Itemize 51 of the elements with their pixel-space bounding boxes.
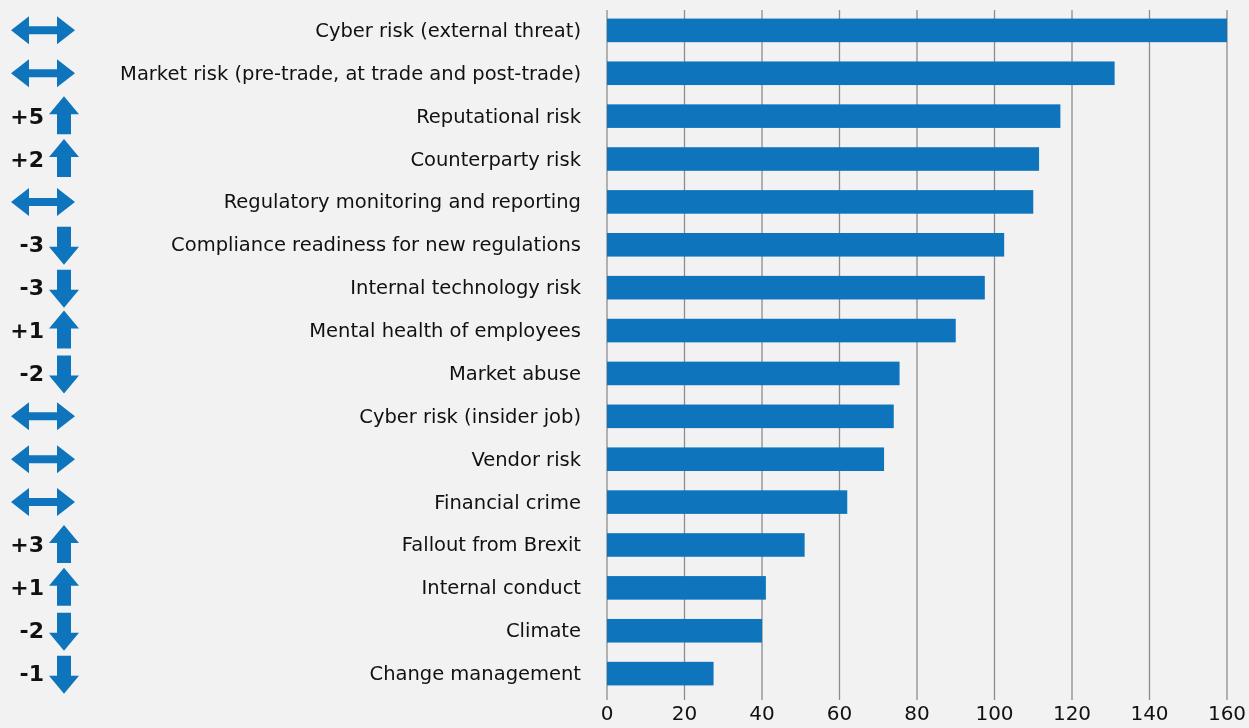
bar <box>607 61 1115 86</box>
text: +1 <box>10 575 44 601</box>
y-tick-label: Change management <box>369 662 582 686</box>
bar <box>607 318 956 343</box>
y-tick-label: Regulatory monitoring and reporting <box>223 190 581 214</box>
x-tick-label: 140 <box>1130 701 1169 725</box>
y-tick-label: Fallout from Brexit <box>401 533 582 557</box>
y-tick-label: Market abuse <box>448 361 581 385</box>
bar <box>607 661 714 686</box>
text: -2 <box>19 360 44 386</box>
bar <box>607 490 848 514</box>
bar <box>607 447 885 471</box>
y-tick-label: Counterparty risk <box>410 147 582 171</box>
bar <box>607 533 805 557</box>
bar <box>607 18 1227 43</box>
y-tick-label: Cyber risk (insider job) <box>359 404 581 428</box>
bar <box>607 618 762 643</box>
bar <box>607 190 1034 214</box>
x-tick-label: 80 <box>904 701 930 725</box>
text: +3 <box>10 532 44 558</box>
x-tick-label: 100 <box>975 701 1014 725</box>
bar <box>607 233 1005 257</box>
bar <box>607 576 766 600</box>
y-tick-label: Vendor risk <box>471 447 582 471</box>
y-tick-label: Compliance readiness for new regulations <box>171 233 581 257</box>
y-tick-label: Market risk (pre-trade, at trade and post-trade) <box>120 61 581 85</box>
bar <box>607 361 900 386</box>
text: +2 <box>10 146 44 172</box>
y-tick-label: Reputational risk <box>416 104 582 128</box>
text: +1 <box>10 318 44 344</box>
x-tick-label: 40 <box>749 701 775 725</box>
text: -3 <box>19 275 44 301</box>
text: -3 <box>19 232 44 258</box>
y-tick-label: Internal technology risk <box>350 276 582 300</box>
x-tick-label: 60 <box>826 701 853 725</box>
bar <box>607 147 1040 171</box>
bar <box>607 104 1061 128</box>
y-tick-label: Cyber risk (external threat) <box>315 18 581 42</box>
x-tick-label: 0 <box>600 701 614 725</box>
bar <box>607 275 985 300</box>
y-tick-label: Climate <box>505 619 581 643</box>
bar <box>607 404 894 429</box>
text: -2 <box>19 618 44 644</box>
y-tick-label: Mental health of employees <box>309 319 581 343</box>
x-tick-label: 20 <box>671 701 698 725</box>
x-tick-label: 120 <box>1052 701 1092 725</box>
text: -1 <box>19 661 44 687</box>
y-tick-label: Financial crime <box>434 490 581 514</box>
x-tick-label: 160 <box>1207 701 1247 725</box>
text: +5 <box>10 103 44 129</box>
y-tick-label: Internal conduct <box>421 576 582 600</box>
